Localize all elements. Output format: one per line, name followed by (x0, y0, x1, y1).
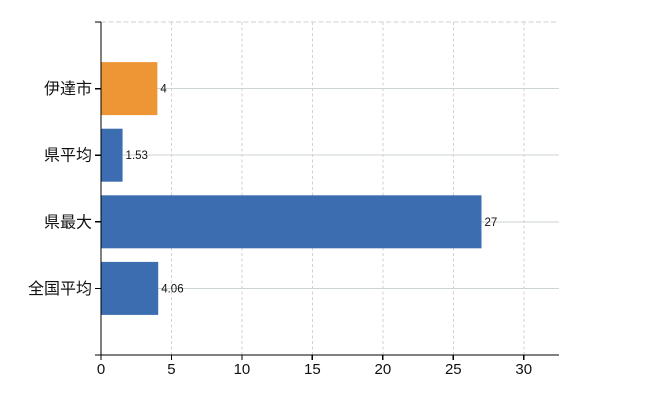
category-label: 県最大 (44, 213, 92, 231)
x-tick-label: 0 (97, 361, 105, 378)
bar (101, 195, 482, 249)
x-tick-label: 25 (445, 361, 462, 378)
category-label: 県平均 (44, 147, 92, 165)
x-tick-label: 15 (304, 361, 321, 378)
bar (101, 62, 158, 116)
bar (101, 261, 159, 315)
value-label: 27 (484, 217, 497, 229)
value-label: 1.53 (126, 150, 148, 162)
x-tick-label: 10 (234, 361, 251, 378)
category-label: 伊達市 (44, 80, 92, 98)
x-tick-label: 30 (515, 361, 532, 378)
category-label: 全国平均 (28, 280, 92, 298)
value-label: 4 (160, 84, 167, 96)
bar (101, 128, 123, 182)
value-label: 4.06 (161, 283, 183, 295)
x-tick-label: 20 (375, 361, 392, 378)
x-tick-label: 5 (167, 361, 175, 378)
